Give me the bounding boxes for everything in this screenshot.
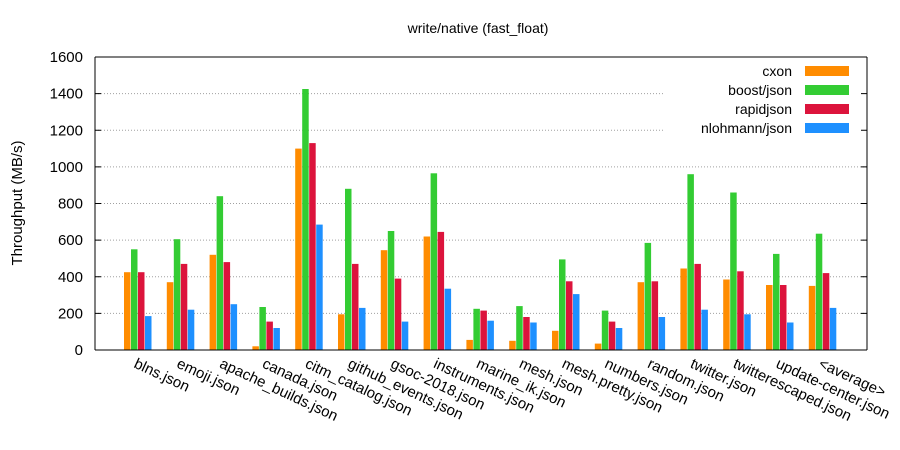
bar bbox=[124, 272, 131, 350]
bar bbox=[658, 317, 666, 350]
bar bbox=[230, 304, 238, 350]
bar bbox=[687, 174, 694, 350]
bar bbox=[309, 143, 316, 350]
bar bbox=[516, 306, 523, 350]
x-tick-labels: blns.jsonemoji.jsonapache_builds.jsoncan… bbox=[131, 355, 892, 425]
bar bbox=[651, 281, 659, 350]
bar bbox=[173, 239, 181, 350]
bar bbox=[252, 346, 259, 350]
bar bbox=[394, 278, 402, 350]
legend-swatch bbox=[805, 123, 849, 133]
bar bbox=[559, 259, 566, 350]
bar bbox=[723, 279, 730, 350]
bar bbox=[615, 328, 623, 350]
bar bbox=[216, 196, 224, 350]
bar bbox=[430, 173, 438, 350]
bar bbox=[145, 316, 152, 350]
legend-label: cxon bbox=[762, 63, 792, 79]
bar bbox=[644, 242, 652, 350]
bar bbox=[259, 307, 266, 350]
y-tick-label: 600 bbox=[58, 232, 83, 249]
bar bbox=[473, 308, 480, 350]
legend: cxon boost/json rapidjson nlohmann/json bbox=[701, 63, 849, 136]
y-tick-labels: 0 200 400 600 800 1000 1200 1400 1600 bbox=[50, 49, 83, 359]
bar bbox=[316, 224, 323, 350]
bar bbox=[138, 272, 145, 350]
bar bbox=[480, 310, 487, 350]
bar bbox=[573, 294, 580, 350]
bar bbox=[359, 307, 366, 350]
bar bbox=[637, 282, 645, 350]
bar bbox=[273, 328, 280, 350]
bar bbox=[444, 288, 452, 350]
bar bbox=[345, 188, 352, 350]
bar bbox=[401, 321, 409, 350]
bar bbox=[338, 314, 345, 350]
bar bbox=[530, 322, 537, 350]
bar bbox=[387, 231, 395, 350]
bar bbox=[302, 89, 309, 350]
bar bbox=[694, 263, 701, 350]
y-tick-label: 1600 bbox=[50, 49, 83, 66]
bar bbox=[808, 285, 816, 350]
bar-series bbox=[124, 89, 837, 350]
bar bbox=[737, 271, 744, 350]
y-tick-label: 1000 bbox=[50, 159, 83, 176]
legend-label: boost/json bbox=[728, 82, 792, 98]
bar bbox=[552, 330, 559, 350]
legend-label: nlohmann/json bbox=[701, 120, 792, 136]
y-axis-label: Throughput (MB/s) bbox=[9, 140, 26, 265]
bar bbox=[380, 250, 388, 350]
bar bbox=[601, 310, 609, 350]
bar bbox=[787, 322, 794, 350]
bar bbox=[352, 263, 359, 350]
bar bbox=[744, 314, 751, 350]
legend-swatch bbox=[805, 104, 849, 114]
y-tick-label: 1400 bbox=[50, 86, 83, 103]
bar bbox=[701, 309, 708, 350]
bar bbox=[131, 249, 138, 350]
bar bbox=[594, 343, 602, 350]
bar bbox=[437, 231, 445, 350]
y-tick-label: 0 bbox=[75, 342, 83, 359]
y-tick-label: 400 bbox=[58, 269, 83, 286]
bar bbox=[822, 273, 830, 350]
bar bbox=[209, 254, 217, 350]
bar bbox=[829, 307, 837, 350]
bar bbox=[608, 321, 616, 350]
bar bbox=[509, 340, 516, 350]
chart-title: write/native (fast_float) bbox=[407, 20, 549, 36]
bar bbox=[523, 317, 530, 350]
bar bbox=[730, 192, 737, 350]
bar bbox=[166, 282, 174, 350]
bar bbox=[815, 233, 823, 350]
bar bbox=[487, 320, 494, 350]
axes bbox=[94, 56, 868, 351]
bar bbox=[566, 281, 573, 350]
bar bbox=[295, 148, 302, 350]
bar bbox=[773, 253, 780, 350]
y-tick-label: 1200 bbox=[50, 122, 83, 139]
legend-swatch bbox=[805, 85, 849, 95]
bar bbox=[223, 262, 231, 350]
grid-lines bbox=[95, 93, 867, 314]
bar bbox=[266, 321, 273, 350]
bar bbox=[466, 339, 473, 350]
bar bbox=[187, 309, 195, 350]
legend-swatch bbox=[805, 66, 849, 76]
bar bbox=[423, 236, 431, 350]
bar bbox=[680, 268, 687, 350]
y-tick-label: 200 bbox=[58, 305, 83, 322]
bar bbox=[180, 263, 188, 350]
bar bbox=[766, 285, 773, 350]
legend-label: rapidjson bbox=[735, 101, 792, 117]
bar bbox=[780, 285, 787, 350]
y-tick-label: 800 bbox=[58, 196, 83, 213]
